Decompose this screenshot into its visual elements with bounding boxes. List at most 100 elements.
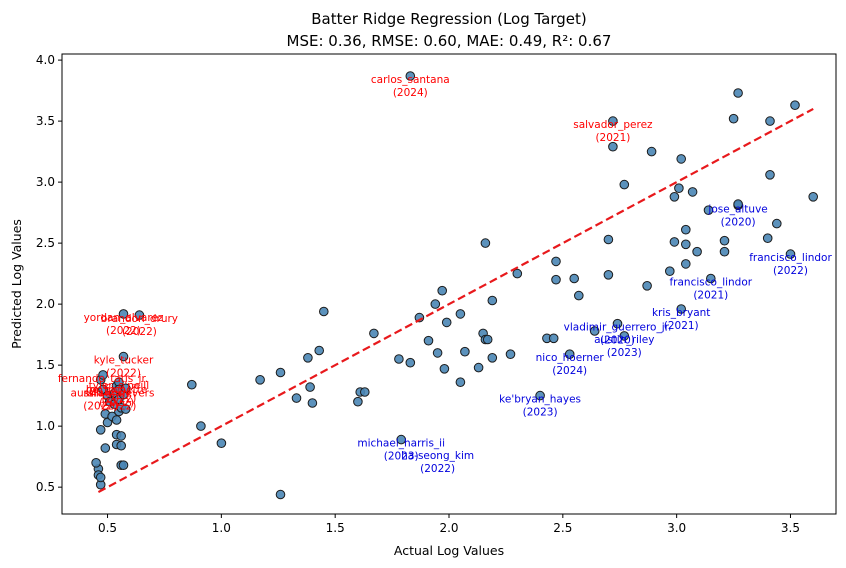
data-point: [703, 205, 714, 215]
data-point: [603, 270, 614, 280]
annotation-name: tyler_o'neill: [89, 380, 149, 392]
point-annotation: nico_hoerner (2024): [536, 352, 605, 377]
data-point: [216, 438, 227, 449]
data-point: [441, 317, 452, 328]
data-point: [396, 434, 407, 445]
annotation-name: francisco_lindor: [669, 277, 752, 289]
data-point: [314, 345, 325, 356]
point-annotation: francisco_lindor (2021): [669, 277, 752, 302]
annotation-name: yordan_alvarez: [84, 312, 164, 324]
data-point: [134, 310, 145, 320]
annotation-year: (2022): [86, 386, 121, 398]
data-point: [353, 396, 363, 407]
data-point: [460, 346, 470, 357]
annotation-name: austin_riley: [71, 388, 131, 400]
point-annotation: carlos_santana (2024): [371, 74, 450, 99]
annotation-year: (2021): [595, 132, 630, 144]
data-point: [765, 116, 775, 126]
annotation-year: (2022): [773, 265, 808, 277]
data-point: [111, 415, 122, 425]
data-point: [100, 443, 111, 453]
data-point: [120, 404, 131, 414]
data-point: [608, 116, 618, 126]
data-point: [665, 266, 675, 277]
data-point: [487, 353, 498, 363]
data-point: [116, 440, 126, 451]
annotation-year: (2023): [523, 407, 558, 419]
data-point: [646, 146, 657, 157]
data-point: [405, 71, 416, 81]
data-point: [455, 377, 466, 388]
data-point: [681, 224, 691, 235]
data-point: [255, 375, 265, 385]
annotation-year: (2021): [693, 290, 728, 302]
annotation-name: rafael_devers: [83, 388, 154, 400]
annotation-year: (2020): [600, 335, 635, 347]
annotation-year: (2021): [664, 320, 699, 332]
annotation-year: (2022): [122, 326, 157, 338]
data-point: [120, 383, 131, 394]
chart-title-line1: Batter Ridge Regression (Log Target): [311, 10, 587, 28]
annotation-name: michael_harris_ii: [357, 438, 445, 450]
annotation-year: (2022): [420, 463, 455, 475]
data-point: [728, 113, 739, 124]
data-point: [719, 235, 730, 246]
x-tick-label: 1.5: [326, 521, 345, 535]
data-point: [480, 238, 491, 248]
x-tick-label: 3.0: [667, 521, 686, 535]
data-point: [307, 398, 318, 408]
data-point: [619, 179, 630, 190]
data-point: [432, 348, 443, 358]
annotation-year: (2022): [106, 325, 141, 337]
data-point: [569, 273, 580, 284]
data-point: [676, 304, 687, 314]
data-point: [564, 349, 575, 360]
y-tick-label: 0.5: [36, 480, 55, 494]
point-annotation: austin_riley (2023): [594, 334, 654, 359]
x-axis: 0.5 1.0 1.5 2.0 2.5 3.0 3.5: [98, 514, 800, 535]
plot-area: carlos_santana (2024)salvador_perez (2021)…: [58, 71, 832, 500]
data-point: [275, 489, 286, 500]
y-tick-label: 1.0: [36, 419, 55, 433]
data-point: [275, 367, 286, 378]
data-point: [548, 333, 559, 344]
annotation-year: (2022): [106, 368, 141, 380]
annotation-year: (2022): [83, 401, 118, 413]
annotation-name: ke'bryan_hayes: [499, 394, 581, 406]
annotation-year: (2020): [721, 216, 756, 228]
point-annotation: fernando_tatis_jr. (2022): [58, 373, 148, 398]
annotation-name: ha-seong_kim: [401, 450, 474, 462]
data-point: [455, 309, 466, 319]
point-annotation: rafael_devers (2022): [83, 388, 154, 413]
data-point: [762, 233, 773, 243]
annotation-name: vladimir_guerrero_jr.: [564, 322, 672, 334]
data-point: [674, 183, 684, 193]
data-point: [535, 390, 545, 401]
annotation-name: jose_altuve: [707, 203, 767, 215]
point-annotation: francisco_lindor (2022): [749, 252, 832, 277]
y-tick-label: 4.0: [36, 53, 55, 67]
data-point: [612, 318, 623, 329]
data-point: [430, 299, 441, 309]
annotation-name: fernando_tatis_jr.: [58, 373, 148, 385]
x-tick-label: 2.5: [553, 521, 572, 535]
data-point: [487, 295, 498, 306]
annotation-name: bo_bichette: [86, 384, 148, 396]
data-point: [360, 387, 370, 397]
data-point: [772, 218, 782, 229]
point-annotation: michael_harris_ii (2023): [357, 438, 445, 463]
data-point: [808, 192, 819, 202]
y-axis: 0.5 1.0 1.5 2.0 2.5 3.0 3.5 4.0: [36, 53, 62, 494]
data-point: [512, 268, 523, 279]
point-annotation: austin_riley (2022): [71, 388, 131, 413]
data-point: [95, 472, 106, 483]
data-point: [574, 290, 584, 301]
data-point: [681, 239, 691, 250]
x-tick-label: 1.0: [212, 521, 231, 535]
data-point: [551, 274, 561, 285]
chart-title-line2: MSE: 0.36, RMSE: 0.60, MAE: 0.49, R²: 0.…: [287, 32, 612, 50]
data-point: [681, 259, 691, 269]
data-point: [692, 246, 702, 257]
point-annotation: vladimir_guerrero_jr. (2020): [564, 322, 672, 347]
point-annotation: ke'bryan_hayes (2023): [499, 394, 581, 419]
